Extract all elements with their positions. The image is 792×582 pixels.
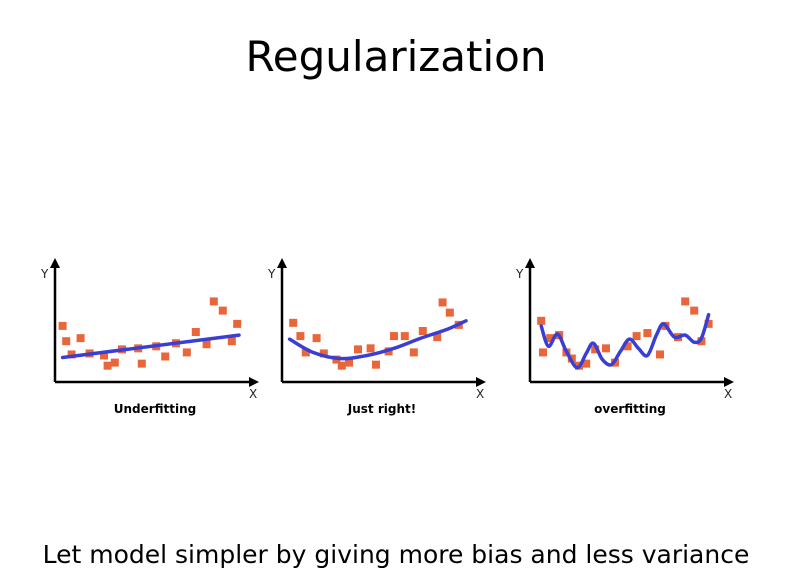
data-point	[312, 334, 321, 343]
data-point	[632, 332, 641, 341]
data-point	[433, 333, 442, 342]
data-point	[58, 321, 67, 330]
y-axis-label: Y	[267, 267, 276, 281]
y-axis-arrow-icon	[277, 258, 287, 268]
overfitting-caption: overfitting	[594, 402, 666, 416]
data-point	[656, 350, 664, 359]
data-point	[400, 332, 409, 341]
data-point	[418, 327, 427, 335]
x-axis-arrow-icon	[476, 377, 486, 387]
data-point	[62, 337, 71, 346]
x-axis-label: X	[476, 387, 484, 401]
overfitting-plot: YX	[515, 258, 734, 401]
data-point	[372, 360, 380, 369]
y-axis-arrow-icon	[50, 258, 60, 268]
just-right-plot: YX	[267, 258, 486, 401]
data-point	[539, 348, 547, 357]
data-point	[582, 359, 591, 368]
data-point	[690, 306, 699, 315]
data-point	[681, 297, 690, 306]
data-point	[591, 345, 600, 354]
data-point	[390, 332, 398, 341]
data-point	[438, 298, 447, 307]
data-point	[537, 316, 546, 325]
fit-curve	[539, 312, 711, 370]
slide-title: Regularization	[245, 32, 547, 81]
data-point	[546, 334, 555, 343]
x-axis-arrow-icon	[249, 377, 259, 387]
data-point	[602, 344, 610, 353]
y-axis-label: Y	[515, 267, 524, 281]
data-point	[345, 358, 353, 367]
data-point	[182, 348, 191, 357]
data-point	[103, 361, 112, 370]
data-point	[445, 308, 454, 317]
data-point	[233, 319, 242, 328]
fit-curve	[60, 333, 241, 360]
data-point	[319, 349, 328, 358]
data-point	[337, 361, 346, 370]
data-point	[643, 329, 652, 338]
just-right-caption: Just right!	[347, 402, 417, 416]
data-point	[296, 332, 305, 341]
data-point	[301, 348, 310, 357]
underfitting-plot: YX	[40, 258, 259, 401]
fit-curve	[287, 319, 468, 361]
data-point	[366, 344, 375, 353]
data-point	[623, 342, 632, 351]
data-point	[354, 345, 362, 354]
data-point	[67, 350, 76, 359]
data-point	[218, 306, 227, 315]
slide-footer: Let model simpler by giving more bias an…	[42, 540, 750, 569]
data-point	[227, 337, 236, 346]
data-point	[137, 359, 146, 368]
data-point	[110, 358, 119, 367]
data-point	[76, 334, 85, 343]
x-axis-label: X	[724, 387, 732, 401]
data-point	[161, 352, 170, 361]
x-axis-label: X	[249, 387, 257, 401]
data-point	[202, 340, 211, 349]
underfitting-caption: Underfitting	[113, 402, 197, 416]
data-point	[409, 348, 418, 357]
x-axis-arrow-icon	[724, 377, 734, 387]
data-point	[209, 297, 218, 306]
data-point	[704, 319, 713, 328]
data-point	[289, 318, 298, 327]
y-axis-arrow-icon	[525, 258, 535, 268]
data-point	[100, 351, 108, 360]
data-point	[191, 328, 200, 337]
y-axis-label: Y	[40, 267, 49, 281]
